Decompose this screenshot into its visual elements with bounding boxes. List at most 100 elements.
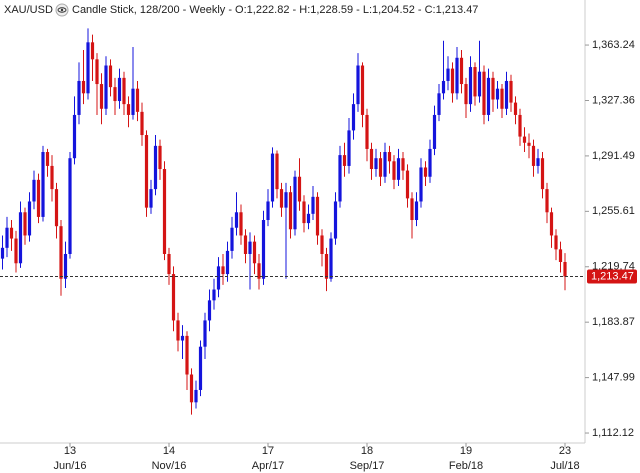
y-tick-label: 1,112.12 [592, 427, 634, 439]
candle-body [194, 389, 198, 403]
x-tick-day: 18 [361, 445, 373, 457]
candle-body [198, 346, 203, 390]
x-tick-day: 13 [64, 445, 76, 457]
candle-body [221, 266, 225, 275]
candle-body [117, 77, 122, 102]
candle-body [270, 153, 275, 202]
candle-body [531, 145, 536, 166]
candle-body [405, 170, 410, 199]
candle-body [302, 201, 306, 224]
candle-body [279, 189, 284, 208]
candle-body [518, 114, 522, 137]
candle-body [239, 212, 243, 236]
candle-body [441, 80, 446, 94]
candle-body [86, 42, 90, 94]
candle-body [459, 57, 464, 85]
candle-body [104, 65, 108, 109]
last-price-label: 1,213.47 [591, 270, 634, 282]
candle-body [414, 201, 419, 221]
candle-body [243, 235, 248, 254]
y-tick-label: 1,327.36 [592, 94, 635, 106]
candle-body [207, 300, 212, 321]
candle-body [450, 68, 455, 94]
candle-body [180, 335, 185, 341]
candle-body [324, 253, 329, 279]
candle-body [167, 253, 171, 275]
candle-body [0, 247, 5, 259]
candle-body [108, 65, 113, 88]
candle-body [378, 158, 383, 177]
candle-body [5, 227, 9, 248]
candle-body [545, 189, 549, 213]
candle-body [153, 145, 158, 190]
candle-body [356, 65, 360, 105]
candle-body [284, 192, 288, 208]
candle-body [401, 158, 405, 171]
candle-body [347, 130, 351, 166]
candle-body [293, 176, 297, 230]
candle-body [41, 152, 45, 217]
eye-icon[interactable] [55, 3, 69, 17]
candle-body [306, 213, 311, 224]
candle-body [410, 198, 414, 221]
candle-body [369, 148, 374, 170]
candle-body [558, 249, 563, 262]
header-background [0, 0, 440, 20]
candle-body [374, 158, 378, 170]
candle-body [549, 212, 554, 236]
candle-body [432, 114, 437, 149]
candle-body [554, 235, 558, 250]
candle-body [477, 71, 482, 97]
candle-body [135, 88, 140, 112]
candle-body [158, 145, 162, 170]
candle-body [563, 261, 567, 277]
y-tick-label: 1,255.61 [592, 205, 635, 217]
candle-body [27, 201, 32, 236]
candle-body [419, 167, 423, 202]
candle-body [59, 226, 63, 279]
x-tick-month: Feb/18 [449, 460, 483, 472]
candle-body [18, 212, 23, 264]
x-tick-day: 14 [163, 445, 175, 457]
candle-body [63, 253, 68, 279]
candle-body [320, 235, 324, 254]
candle-body [387, 152, 392, 162]
candle-body [527, 142, 531, 146]
candle-body [203, 320, 207, 347]
candle-body [122, 77, 126, 105]
y-tick-label: 1,363.24 [592, 39, 635, 51]
candle-body [297, 176, 302, 202]
y-tick-label: 1,147.99 [592, 372, 635, 384]
plot-area [0, 28, 567, 415]
candle-body [504, 80, 509, 109]
y-tick-label: 1,291.49 [592, 150, 635, 162]
candle-body [225, 250, 230, 275]
candle-body [185, 335, 189, 375]
candle-body [23, 212, 27, 236]
x-tick-day: 19 [460, 445, 472, 457]
symbol: XAU/USD [4, 4, 53, 16]
candle-body [333, 201, 338, 239]
candle-body [72, 114, 77, 159]
candle-body [171, 274, 176, 321]
candle-body [536, 158, 540, 166]
candle-body [428, 148, 432, 177]
candle-body [383, 152, 387, 177]
candle-body [45, 152, 50, 166]
candle-body [342, 155, 347, 166]
candle-body [288, 192, 293, 230]
candle-body [189, 374, 194, 403]
candle-body [338, 155, 342, 202]
candle-body [36, 179, 41, 217]
candle-body [252, 241, 257, 264]
candle-body [311, 196, 315, 214]
candle-body [68, 158, 72, 254]
candle-body [144, 135, 149, 208]
candle-body [90, 42, 95, 60]
description: Candle Stick, 128/200 - Weekly - O:1,222… [72, 4, 478, 16]
x-tick-day: 23 [559, 445, 571, 457]
candle-body [149, 189, 153, 208]
candle-body [522, 136, 527, 143]
x-tick-month: Jun/16 [53, 460, 86, 472]
